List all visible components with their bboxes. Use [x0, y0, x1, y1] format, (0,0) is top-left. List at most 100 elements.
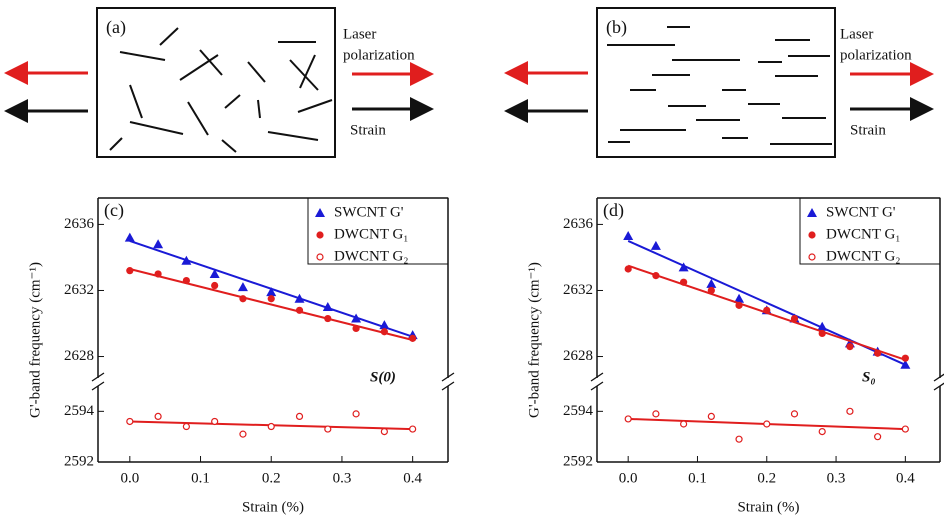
legend-label: SWCNT G' [826, 204, 896, 220]
point [818, 428, 826, 436]
point [763, 306, 771, 314]
point [624, 265, 632, 273]
strain-label: Strain [350, 122, 386, 138]
legend-marker [316, 231, 324, 239]
point [380, 428, 388, 436]
legend-box [799, 197, 941, 265]
x-tick-label: 0.1 [191, 470, 210, 486]
point [706, 278, 717, 288]
y-tick-label: 2632 [563, 282, 593, 298]
diagram-b: (b) Laser polarization Strain [504, 7, 934, 158]
annotation: S(0) [370, 369, 396, 385]
point [295, 306, 304, 314]
point [790, 410, 799, 418]
point [239, 430, 247, 438]
legend-marker [807, 208, 817, 217]
point [267, 422, 275, 431]
point [352, 410, 360, 418]
point [153, 239, 164, 249]
x-tick-label: 0.4 [896, 470, 915, 486]
point [154, 412, 162, 420]
axis-break [590, 372, 604, 391]
point [817, 321, 828, 331]
legend-label: DWCNT G₁ [334, 226, 409, 242]
y-tick-label: 2594 [64, 403, 95, 419]
point [126, 417, 134, 426]
point [409, 425, 417, 433]
legend-box [307, 197, 449, 265]
legend-marker [808, 253, 816, 261]
point [124, 232, 135, 242]
legend-label: DWCNT G₂ [334, 248, 409, 264]
sample-box [596, 7, 836, 158]
point [680, 420, 688, 428]
point [763, 420, 771, 428]
y-axis-label: G'-band frequency (cm⁻¹) [526, 262, 542, 418]
point [846, 343, 854, 351]
point [239, 295, 247, 303]
x-tick-label: 0.2 [757, 470, 776, 486]
x-tick-label: 0.1 [688, 470, 707, 486]
point [351, 313, 362, 323]
axis-break [933, 373, 944, 391]
y-tick-label: 2592 [563, 453, 593, 469]
point [211, 417, 219, 426]
diagram-a: (a) Laser polarization Strain [4, 7, 434, 158]
chart: 2592 2594 2628 2632 2636 0.0 0.1 0.2 0.3 0.4 Strai… [526, 197, 944, 515]
point [380, 328, 388, 336]
point [322, 301, 333, 311]
point [209, 268, 220, 278]
chart: 2592 2594 2628 2632 2636 0.0 0.1 0.2 0.3 0.4 Strai… [27, 197, 455, 515]
point [624, 415, 632, 423]
axis-break [91, 372, 105, 391]
fit-line [129, 268, 413, 341]
legend-label: SWCNT G' [334, 204, 404, 220]
point [735, 435, 743, 443]
y-tick-label: 2628 [64, 348, 94, 364]
x-axis-label: Strain (%) [242, 499, 304, 515]
panel-label: (b) [606, 17, 627, 38]
point [267, 295, 275, 303]
laser-label: polarization [840, 47, 912, 63]
y-tick-label: 2592 [64, 453, 94, 469]
point [650, 240, 661, 250]
y-tick-label: 2628 [563, 348, 593, 364]
point [126, 267, 134, 275]
point [790, 314, 799, 323]
laser-label: Laser [840, 26, 873, 42]
laser-label: Laser [343, 26, 376, 42]
strain-label: Strain [850, 122, 886, 138]
x-tick-label: 0.4 [403, 470, 422, 486]
point [901, 425, 909, 433]
legend-label: DWCNT G₁ [826, 226, 901, 242]
point [900, 359, 911, 369]
panel-label: (a) [106, 17, 126, 38]
y-tick-label: 2632 [64, 282, 94, 298]
nanotubes-aligned [607, 26, 832, 145]
point [680, 278, 688, 286]
annotation: S₀ [862, 369, 876, 385]
x-tick-label: 0.3 [827, 470, 846, 486]
point [352, 324, 360, 333]
point [181, 255, 192, 265]
x-tick-label: 0.3 [333, 470, 352, 486]
point [818, 329, 826, 338]
y-tick-label: 2636 [64, 216, 95, 232]
legend-label: DWCNT G₂ [826, 248, 901, 264]
nanotubes-random [109, 27, 333, 153]
point [901, 354, 909, 362]
x-tick-label: 0.0 [120, 470, 139, 486]
point [294, 293, 305, 303]
point [707, 286, 715, 295]
sample-box [96, 7, 336, 158]
legend-marker [316, 253, 324, 261]
x-axis-label: Strain (%) [737, 499, 799, 515]
point [211, 281, 219, 290]
point [678, 262, 689, 272]
point [707, 412, 715, 420]
point [295, 412, 304, 420]
x-tick-label: 0.2 [262, 470, 281, 486]
axis-break [441, 372, 455, 391]
point [874, 349, 882, 357]
point [652, 410, 660, 418]
